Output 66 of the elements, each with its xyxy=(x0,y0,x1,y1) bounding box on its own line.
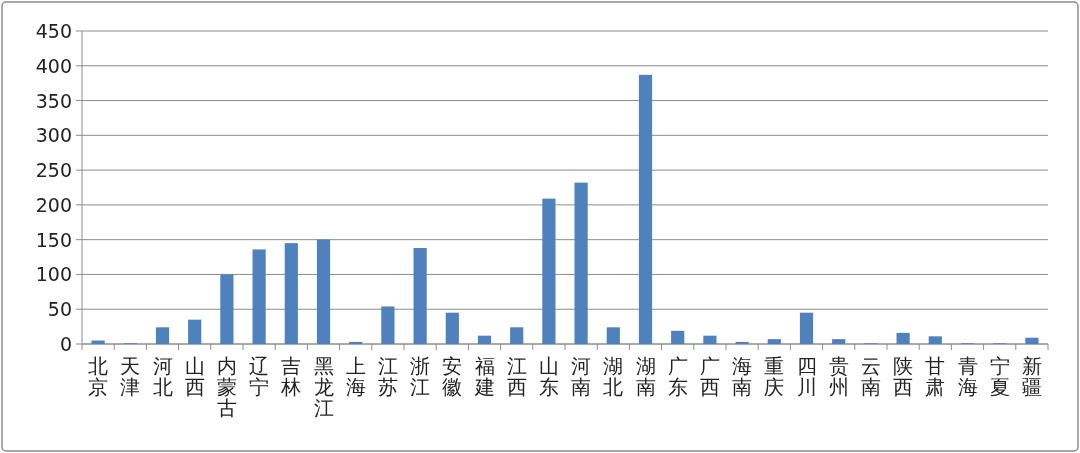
bar xyxy=(477,335,492,344)
x-tick-label: 山西 xyxy=(184,354,205,399)
x-tick-label: 四川 xyxy=(796,354,817,399)
bar xyxy=(252,249,266,344)
x-tick-label: 河北 xyxy=(152,354,173,399)
x-tick-label: 山东 xyxy=(538,354,559,399)
x-tick-label: 天津 xyxy=(120,354,141,399)
bar xyxy=(155,327,170,344)
bar xyxy=(349,341,363,344)
bar xyxy=(638,74,653,344)
x-tick-label: 江西 xyxy=(506,354,527,399)
bar xyxy=(316,239,331,344)
bar xyxy=(445,312,459,344)
x-tick-label: 甘肃 xyxy=(925,354,946,399)
x-tick-label: 海南 xyxy=(732,354,753,399)
bar xyxy=(703,335,717,344)
bar xyxy=(1025,337,1039,344)
y-tick-label: 300 xyxy=(35,124,72,147)
bar xyxy=(284,243,298,344)
y-tick-label: 350 xyxy=(35,89,72,112)
x-tick-label: 青海 xyxy=(957,354,978,399)
bar xyxy=(671,330,685,344)
x-tick-label: 内蒙古 xyxy=(216,354,237,420)
x-tick-label: 陕西 xyxy=(893,354,914,399)
y-tick-label: 450 xyxy=(35,20,72,42)
x-tick-label: 湖南 xyxy=(635,354,656,399)
bar xyxy=(928,336,942,344)
x-tick-label: 广东 xyxy=(667,354,688,399)
bar xyxy=(220,274,234,344)
bar xyxy=(91,340,105,344)
bar xyxy=(799,312,814,344)
bar xyxy=(735,341,749,344)
bar xyxy=(832,339,846,344)
x-tick-label: 上海 xyxy=(345,354,366,399)
bar xyxy=(413,248,427,344)
x-tick-label: 江苏 xyxy=(377,354,398,399)
x-tick-label: 云南 xyxy=(860,354,881,399)
y-tick-label: 250 xyxy=(35,159,72,182)
bar xyxy=(606,327,620,344)
x-tick-label: 安徽 xyxy=(442,354,463,399)
bar xyxy=(896,332,910,344)
x-tick-label: 黑龙江 xyxy=(313,354,334,420)
x-tick-label: 北京 xyxy=(88,354,109,399)
y-tick-label: 200 xyxy=(35,193,72,216)
y-tick-label: 0 xyxy=(59,333,72,355)
y-tick-label: 150 xyxy=(35,228,72,251)
bar xyxy=(381,306,395,344)
bar xyxy=(542,198,556,344)
y-tick-label: 100 xyxy=(35,263,72,286)
x-tick-label: 吉林 xyxy=(280,354,302,399)
x-tick-label: 重庆 xyxy=(764,354,785,399)
x-tick-label: 河南 xyxy=(571,354,592,399)
x-tick-label: 福建 xyxy=(473,354,495,399)
x-tick-label: 辽宁 xyxy=(249,354,270,399)
bar xyxy=(510,327,524,344)
x-tick-label: 浙江 xyxy=(410,354,431,399)
bar xyxy=(188,319,202,344)
bar xyxy=(767,339,781,344)
x-tick-label: 湖北 xyxy=(603,354,624,399)
y-tick-label: 400 xyxy=(35,54,72,77)
x-tick-label: 宁夏 xyxy=(989,354,1010,399)
x-tick-label: 广西 xyxy=(699,354,720,399)
x-tick-label: 贵州 xyxy=(828,354,849,399)
bar xyxy=(574,182,588,344)
x-tick-label: 新疆 xyxy=(1021,354,1042,399)
y-tick-label: 50 xyxy=(47,298,72,321)
